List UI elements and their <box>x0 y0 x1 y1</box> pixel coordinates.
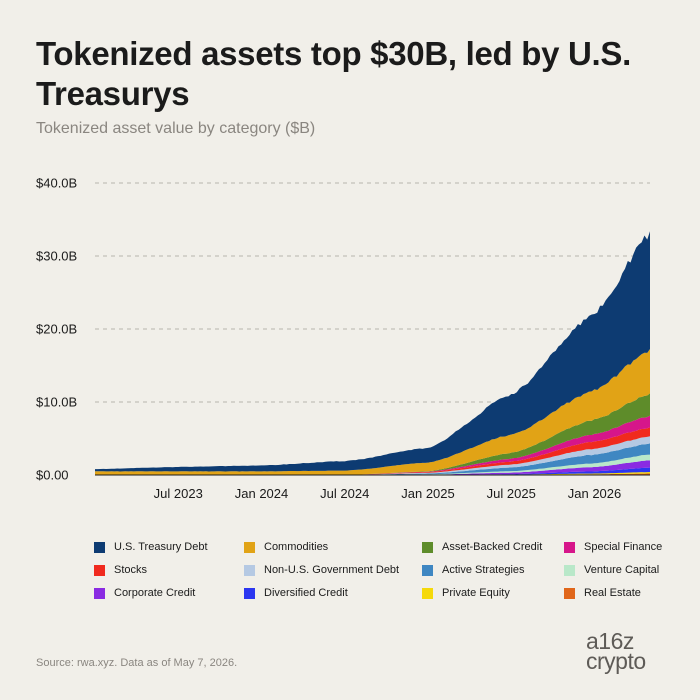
legend-item: U.S. Treasury Debt <box>94 540 244 554</box>
legend-label: Non-U.S. Government Debt <box>264 564 400 576</box>
legend-label: Venture Capital <box>584 564 660 576</box>
a16z-crypto-logo: a16z crypto <box>586 628 666 674</box>
y-tick-label: $0.00 <box>36 468 69 483</box>
source-note: Source: rwa.xyz. Data as of May 7, 2026. <box>36 657 238 669</box>
legend-swatch <box>244 541 255 553</box>
legend-item: Corporate Credit <box>94 586 244 600</box>
series-area-commodities <box>95 348 650 475</box>
x-tick-label: Jan 2026 <box>568 486 622 501</box>
legend-label: Active Strategies <box>442 564 525 576</box>
legend-swatch <box>422 541 433 553</box>
legend-swatch <box>94 541 105 553</box>
legend-item: Active Strategies <box>422 563 564 577</box>
legend-swatch <box>422 587 433 599</box>
legend-item: Venture Capital <box>564 563 684 577</box>
legend-label: Commodities <box>264 541 329 553</box>
legend-item: Asset-Backed Credit <box>422 540 564 554</box>
x-tick-label: Jul 2025 <box>487 486 536 501</box>
series-area-stocks <box>95 427 650 475</box>
legend-swatch <box>94 587 105 599</box>
y-tick-label: $20.0B <box>36 322 77 337</box>
legend-item: Commodities <box>244 540 422 554</box>
y-tick-label: $40.0B <box>36 176 77 191</box>
y-tick-label: $30.0B <box>36 249 77 264</box>
legend-swatch <box>564 587 575 599</box>
legend-item: Real Estate <box>564 586 684 600</box>
legend-label: Stocks <box>114 564 148 576</box>
legend-label: Private Equity <box>442 587 510 599</box>
legend-item: Special Finance <box>564 540 684 554</box>
legend-swatch <box>94 564 105 576</box>
legend-item: Diversified Credit <box>244 586 422 600</box>
series-area-non-u-s-government-debt <box>95 436 650 475</box>
x-tick-label: Jul 2023 <box>154 486 203 501</box>
legend-swatch <box>244 564 255 576</box>
legend-swatch <box>244 587 255 599</box>
legend-label: Real Estate <box>584 587 641 599</box>
chart-title: Tokenized assets top $30B, led by U.S. T… <box>36 35 632 112</box>
series-area-asset-backed-credit <box>95 393 650 475</box>
chart-legend: U.S. Treasury Debt Commodities Asset-Backe… <box>94 540 674 600</box>
y-tick-label: $10.0B <box>36 395 77 410</box>
legend-label: Asset-Backed Credit <box>442 541 543 553</box>
legend-swatch <box>422 564 433 576</box>
legend-label: U.S. Treasury Debt <box>114 541 208 553</box>
x-tick-label: Jul 2024 <box>320 486 369 501</box>
x-tick-label: Jan 2025 <box>401 486 455 501</box>
x-tick-label: Jan 2024 <box>235 486 289 501</box>
series-area-special-finance <box>95 415 650 475</box>
logo-line-1: a16z <box>586 628 634 654</box>
logo-line-2: crypto <box>586 648 646 674</box>
legend-item: Stocks <box>94 563 244 577</box>
y-axis-ticks: $0.00 $10.0B $20.0B $30.0B $40.0B <box>36 176 77 483</box>
series-area-u-s-treasury-debt <box>95 231 650 472</box>
legend-item: Non-U.S. Government Debt <box>244 563 422 577</box>
stacked-area-chart: $0.00 $10.0B $20.0B $30.0B $40.0B Jul 2023 Ja… <box>36 176 650 501</box>
legend-label: Corporate Credit <box>114 587 196 599</box>
series-areas <box>95 231 650 476</box>
legend-label: Special Finance <box>584 541 663 553</box>
chart-subtitle: Tokenized asset value by category ($B) <box>36 120 316 137</box>
legend-swatch <box>564 564 575 576</box>
legend-label: Diversified Credit <box>264 587 348 599</box>
legend-swatch <box>564 541 575 553</box>
legend-item: Private Equity <box>422 586 564 600</box>
x-axis-ticks: Jul 2023 Jan 2024 Jul 2024 Jan 2025 Jul 2025… <box>154 486 622 501</box>
